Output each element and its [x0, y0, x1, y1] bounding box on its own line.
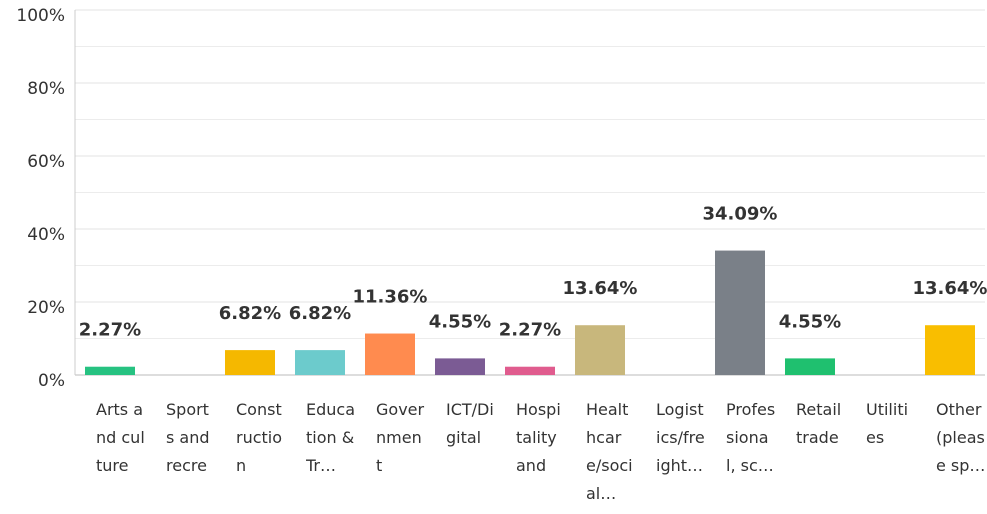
bar — [785, 358, 835, 375]
data-label: 13.64% — [563, 278, 638, 299]
x-tick-label: ICT/Digital — [446, 400, 494, 447]
x-tick-label: Hospitality and — [516, 400, 561, 475]
data-label: 6.82% — [289, 303, 351, 324]
y-tick-label: 80% — [27, 79, 65, 99]
data-label: 13.64% — [913, 278, 987, 299]
data-label: 11.36% — [353, 287, 428, 308]
bar — [85, 366, 135, 375]
y-tick-label: 0% — [38, 371, 65, 391]
y-tick-label: 20% — [27, 298, 65, 318]
data-label: 34.09% — [703, 204, 778, 225]
data-label: 2.27% — [79, 320, 141, 341]
y-tick-label: 100% — [16, 6, 65, 26]
x-tick-label: Construction — [236, 400, 283, 475]
x-tick-label: Logistics/freight… — [656, 400, 705, 475]
x-tick-label: Healthcare/social… — [586, 400, 633, 503]
data-label: 4.55% — [429, 311, 491, 332]
data-label: 4.55% — [779, 311, 841, 332]
x-tick-label: Professional, sc… — [726, 400, 776, 475]
x-tick-label: Education & Tr… — [306, 400, 356, 475]
x-tick-label: Government — [376, 400, 425, 475]
bar — [925, 325, 975, 375]
x-tick-label: Arts and culture — [96, 400, 145, 475]
bar — [295, 350, 345, 375]
bar — [435, 358, 485, 375]
bar — [225, 350, 275, 375]
bar — [575, 325, 625, 375]
data-label: 2.27% — [499, 320, 561, 341]
x-tick-label: Utilities — [866, 400, 909, 447]
bar — [365, 333, 415, 375]
bar — [505, 366, 555, 375]
x-tick-label: Retail trade — [796, 400, 842, 447]
x-tick-label: Other (please sp… — [936, 400, 986, 475]
bar — [715, 250, 765, 375]
y-tick-label: 60% — [27, 152, 65, 172]
y-tick-label: 40% — [27, 225, 65, 245]
x-tick-label: Sports and recre — [166, 400, 210, 475]
data-label: 6.82% — [219, 303, 281, 324]
